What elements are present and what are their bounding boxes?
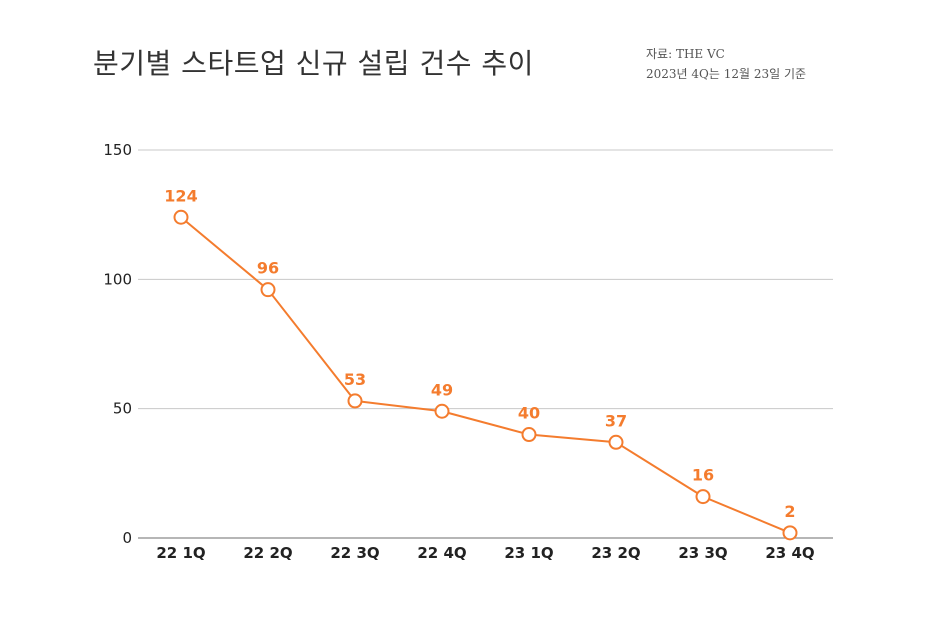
- x-tick-label: 22 4Q: [417, 544, 466, 562]
- x-tick-label: 22 2Q: [243, 544, 292, 562]
- source-line-2: 2023년 4Q는 12월 23일 기준: [646, 67, 807, 81]
- data-label: 49: [431, 380, 453, 399]
- x-tick-label: 23 1Q: [504, 544, 553, 562]
- x-tick-label: 23 3Q: [678, 544, 727, 562]
- series-line-layer: [180, 216, 791, 534]
- data-point: [695, 489, 711, 505]
- data-point: [608, 434, 624, 450]
- y-tick-label: 150: [103, 141, 132, 159]
- data-label: 96: [257, 259, 279, 278]
- data-label: 53: [344, 370, 366, 389]
- x-tick-label: 23 2Q: [591, 544, 640, 562]
- data-point: [347, 393, 363, 409]
- x-tick-label: 23 4Q: [765, 544, 814, 562]
- data-point: [434, 403, 450, 419]
- data-point: [173, 209, 189, 225]
- data-labels: 124 96 53 49 40 37 16 2: [164, 186, 795, 521]
- source-note: 자료: THE VC 2023년 4Q는 12월 23일 기준: [646, 44, 806, 84]
- y-axis-ticks: 150 100 50 0: [103, 141, 132, 547]
- x-tick-label: 22 3Q: [330, 544, 379, 562]
- y-tick-label: 50: [113, 400, 132, 418]
- data-label: 124: [164, 186, 197, 205]
- data-points: [173, 209, 798, 541]
- x-axis-ticks: 22 1Q 22 2Q 22 3Q 22 4Q 23 1Q 23 2Q 23 3Q 23 4Q: [156, 544, 814, 562]
- data-point: [521, 427, 537, 443]
- chart-title: 분기별 스타트업 신규 설립 건수 추이: [93, 47, 534, 80]
- gridlines: [138, 149, 833, 539]
- data-label: 37: [605, 411, 627, 430]
- data-label: 2: [784, 502, 795, 521]
- series-line: [180, 216, 791, 534]
- source-line-1: 자료: THE VC: [646, 47, 725, 61]
- data-point: [260, 282, 276, 298]
- x-tick-label: 22 1Q: [156, 544, 205, 562]
- data-point: [782, 525, 798, 541]
- data-label: 16: [692, 466, 714, 485]
- y-tick-label: 100: [103, 270, 132, 288]
- data-label: 40: [518, 404, 540, 423]
- y-tick-label: 0: [122, 529, 132, 547]
